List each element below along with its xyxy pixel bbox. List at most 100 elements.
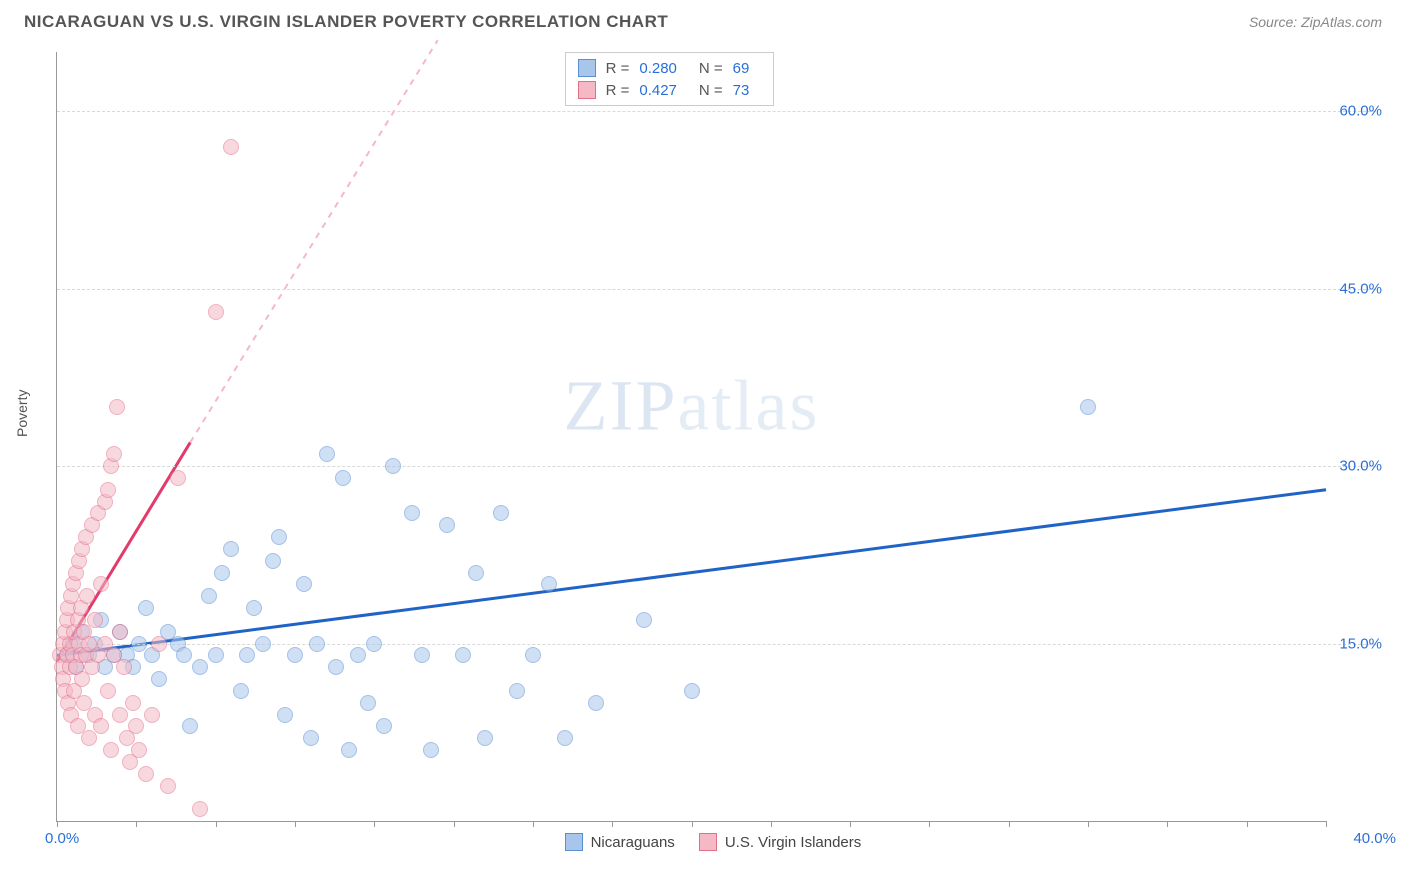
data-point <box>309 636 325 652</box>
data-point <box>160 778 176 794</box>
trend-lines-layer <box>57 52 1326 821</box>
x-tick <box>1326 821 1327 827</box>
data-point <box>192 659 208 675</box>
data-point <box>509 683 525 699</box>
data-point <box>87 612 103 628</box>
data-point <box>79 588 95 604</box>
data-point <box>182 718 198 734</box>
data-point <box>319 446 335 462</box>
data-point <box>201 588 217 604</box>
trend-line <box>57 490 1326 656</box>
x-tick <box>1009 821 1010 827</box>
x-tick <box>771 821 772 827</box>
data-point <box>493 505 509 521</box>
data-point <box>151 671 167 687</box>
data-point <box>81 730 97 746</box>
y-axis-label: Poverty <box>14 390 30 437</box>
data-point <box>131 636 147 652</box>
data-point <box>455 647 471 663</box>
data-point <box>138 600 154 616</box>
data-point <box>138 766 154 782</box>
data-point <box>287 647 303 663</box>
x-tick <box>295 821 296 827</box>
data-point <box>277 707 293 723</box>
chart-container: Poverty ZIPatlas R =0.280N =69R =0.427N … <box>20 42 1386 872</box>
stat-label: R = <box>606 60 630 77</box>
plot-area: ZIPatlas R =0.280N =69R =0.427N =73 0.0%… <box>56 52 1326 822</box>
x-tick <box>1247 821 1248 827</box>
data-point <box>303 730 319 746</box>
stats-row: R = 0.280 N = 69 <box>578 57 762 79</box>
data-point <box>404 505 420 521</box>
stat-label: N = <box>699 60 723 77</box>
stat-r-value: 0.427 <box>639 82 677 99</box>
x-tick <box>454 821 455 827</box>
data-point <box>360 695 376 711</box>
x-tick <box>692 821 693 827</box>
legend-swatch <box>578 59 596 77</box>
data-point <box>255 636 271 652</box>
data-point <box>103 742 119 758</box>
x-tick <box>136 821 137 827</box>
data-point <box>1080 399 1096 415</box>
data-point <box>541 576 557 592</box>
data-point <box>376 718 392 734</box>
data-point <box>366 636 382 652</box>
data-point <box>423 742 439 758</box>
legend-swatch <box>565 833 583 851</box>
y-tick-label: 60.0% <box>1339 103 1382 120</box>
data-point <box>233 683 249 699</box>
data-point <box>214 565 230 581</box>
stat-n-value: 73 <box>733 82 750 99</box>
data-point <box>151 636 167 652</box>
data-point <box>170 470 186 486</box>
data-point <box>684 683 700 699</box>
data-point <box>335 470 351 486</box>
data-point <box>176 647 192 663</box>
data-point <box>350 647 366 663</box>
data-point <box>588 695 604 711</box>
legend-label: Nicaraguans <box>591 834 675 851</box>
data-point <box>116 659 132 675</box>
data-point <box>125 695 141 711</box>
stat-label: N = <box>699 82 723 99</box>
data-point <box>112 624 128 640</box>
data-point <box>439 517 455 533</box>
stat-r-value: 0.280 <box>639 60 677 77</box>
x-axis-end-label: 40.0% <box>1353 830 1396 847</box>
x-tick <box>533 821 534 827</box>
data-point <box>636 612 652 628</box>
watermark: ZIPatlas <box>564 364 820 447</box>
chart-title: NICARAGUAN VS U.S. VIRGIN ISLANDER POVER… <box>24 12 668 32</box>
data-point <box>93 576 109 592</box>
data-point <box>100 683 116 699</box>
x-tick <box>612 821 613 827</box>
y-tick-label: 30.0% <box>1339 458 1382 475</box>
data-point <box>341 742 357 758</box>
y-tick-label: 15.0% <box>1339 635 1382 652</box>
stats-row: R =0.427N =73 <box>578 79 762 101</box>
data-point <box>223 541 239 557</box>
series-legend: Nicaraguans U.S. Virgin Islanders <box>565 833 862 851</box>
data-point <box>109 399 125 415</box>
gridline <box>57 289 1376 290</box>
data-point <box>239 647 255 663</box>
x-axis-start-label: 0.0% <box>45 830 79 847</box>
data-point <box>265 553 281 569</box>
data-point <box>144 707 160 723</box>
data-point <box>131 742 147 758</box>
data-point <box>477 730 493 746</box>
data-point <box>106 446 122 462</box>
legend-label: U.S. Virgin Islanders <box>725 834 861 851</box>
stat-n-value: 69 <box>733 60 750 77</box>
gridline <box>57 111 1376 112</box>
x-tick <box>374 821 375 827</box>
source-attribution: Source: ZipAtlas.com <box>1249 14 1382 30</box>
y-tick-label: 45.0% <box>1339 280 1382 297</box>
x-tick <box>1167 821 1168 827</box>
data-point <box>128 718 144 734</box>
data-point <box>223 139 239 155</box>
data-point <box>93 718 109 734</box>
data-point <box>100 482 116 498</box>
data-point <box>414 647 430 663</box>
